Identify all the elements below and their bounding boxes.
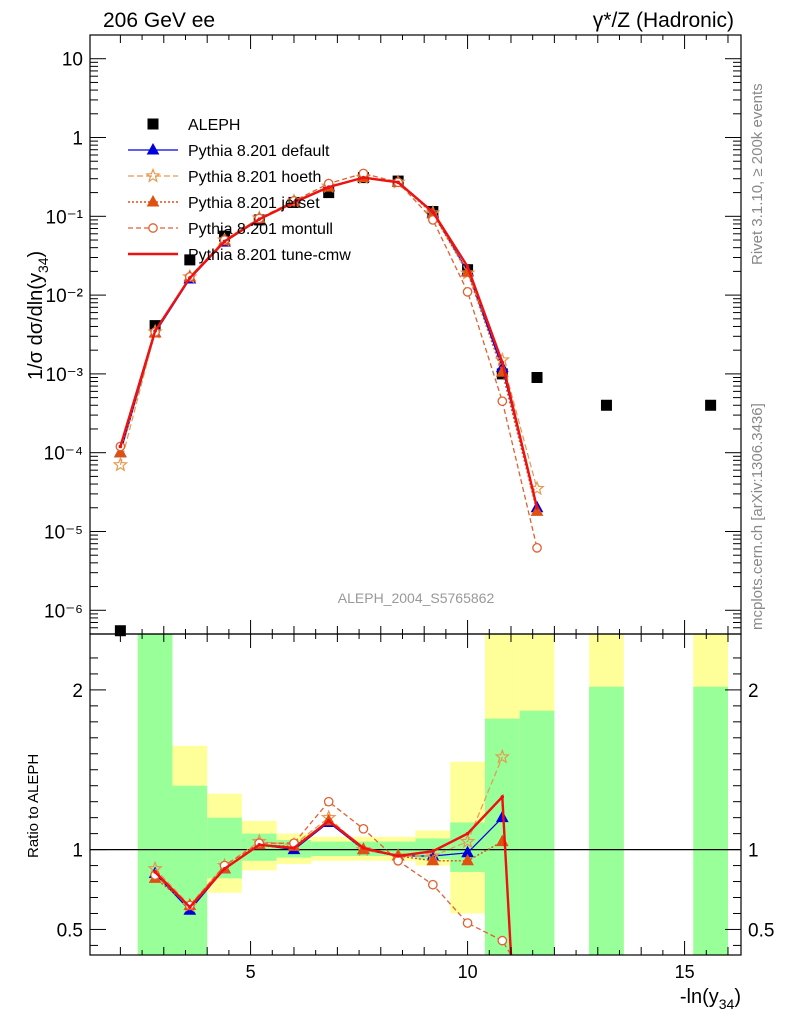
ratio-y-tick-label-right: 1 — [748, 841, 759, 862]
ratio-series-4-point-1 — [188, 905, 192, 909]
ratio-band-inner-5 — [311, 841, 347, 856]
main-series-5-point-8 — [396, 180, 400, 185]
main-series-5-point-11 — [500, 360, 505, 365]
main-series-5-point-10 — [465, 264, 470, 269]
main-y-tick-label: 1 — [72, 129, 83, 150]
ratio-y-tick-label-left: 0.5 — [57, 920, 83, 941]
ratio-y-tick-label-right: 2 — [748, 681, 759, 702]
main-series-3-point-0 — [114, 445, 127, 458]
main-series-5-point-3 — [222, 239, 227, 244]
main-series-0-point-12 — [531, 372, 543, 384]
main-series-5-point-4 — [257, 217, 262, 221]
main-series-0-point-2 — [184, 254, 196, 266]
main-series-4-point-11 — [497, 396, 508, 407]
legend-label-5: Pythia 8.201 tune-cmw — [188, 247, 351, 264]
main-y-axis-label-main: 1/σ dσ/dln(y — [25, 273, 47, 380]
side-text-rivet: Rivet 3.1.10, ≥ 200k events — [749, 83, 766, 265]
ratio-series-3-point-6 — [358, 823, 369, 834]
main-series-5-point-6 — [326, 185, 331, 189]
legend-label-2: Pythia 8.201 hoeth — [188, 169, 321, 186]
main-series-5-point-9 — [431, 210, 435, 214]
ratio-series-4-point-0 — [153, 870, 157, 874]
main-y-axis-label-sub: 34 — [35, 257, 51, 273]
ratio-series-4-point-8 — [431, 849, 435, 853]
x-tick-label: 10 — [458, 962, 478, 982]
main-series-4-point-10 — [462, 286, 473, 297]
main-series-5-point-0 — [118, 444, 123, 449]
legend-marker-3 — [146, 194, 160, 207]
legend-marker-4 — [148, 223, 158, 233]
legend-marker-2 — [145, 167, 161, 183]
main-series-0-point-6 — [323, 187, 335, 199]
legend-label-1: Pythia 8.201 default — [188, 143, 330, 160]
ratio-y-tick-label-right: 0.5 — [748, 920, 774, 941]
main-series-2-point-0 — [112, 456, 129, 472]
ratio-series-2-point-8 — [426, 853, 440, 866]
ratio-band-inner-12 — [589, 686, 624, 955]
ratio-series-4-point-10 — [500, 795, 505, 799]
ratio-frame — [89, 633, 742, 956]
legend-marker-0 — [147, 118, 159, 130]
legend-label-4: Pythia 8.201 montull — [188, 221, 333, 238]
ratio-series-4-point-6 — [361, 846, 366, 850]
main-series-5-point-1 — [153, 329, 157, 333]
ratio-series-4-point-5 — [326, 819, 331, 823]
side-text-mcplots: mcplots.cern.ch [arXiv:1306.3436] — [749, 403, 766, 630]
legend-label-3: Pythia 8.201 jetset — [188, 195, 320, 212]
ratio-series-4-point-4 — [292, 846, 296, 850]
ratio-band-inner-1 — [172, 785, 208, 955]
x-axis-label-sub: 34 — [719, 996, 735, 1012]
ratio-series-3-point-5 — [323, 796, 334, 807]
main-series-3-point-12 — [530, 504, 544, 516]
legend-marker-1 — [146, 142, 160, 155]
main-series-0-point-13 — [600, 399, 612, 411]
ratio-band-inner-13 — [693, 686, 728, 955]
main-y-tick-label: 10⁻² — [46, 286, 84, 307]
main-y-tick-label: 10⁻¹ — [46, 207, 84, 228]
ratio-series-2-point-9 — [461, 853, 474, 866]
main-y-tick-label: 10 — [62, 50, 83, 71]
main-y-tick-label: 10⁻⁴ — [44, 444, 83, 465]
x-axis-label: -ln(y34) — [680, 986, 741, 1012]
main-y-axis-label: 1/σ dσ/dln(y34) — [25, 251, 51, 380]
main-series-5-point-12 — [535, 505, 539, 510]
ratio-series-3-point-8 — [428, 879, 438, 890]
main-series-4-point-12 — [532, 542, 542, 553]
ratio-series-4-line — [154, 794, 513, 956]
x-axis-label-close: ) — [734, 986, 741, 1008]
x-tick-label: 5 — [246, 962, 256, 982]
main-series-5-point-7 — [361, 175, 366, 180]
ratio-series-3-point-9 — [462, 918, 473, 928]
ratio-band-inner-11 — [519, 710, 555, 955]
ratio-series-1-point-10 — [494, 748, 511, 764]
main-series-0-point-14 — [705, 399, 717, 411]
watermark: ALEPH_2004_S5765862 — [338, 590, 495, 606]
header-left: 206 GeV ee — [103, 9, 215, 32]
ratio-band-inner-0 — [137, 634, 173, 955]
ratio-series-3-point-7 — [393, 855, 403, 866]
ratio-series-3-line — [154, 800, 512, 956]
ratio-series-1-point-9 — [459, 833, 476, 849]
main-y-tick-label: 10⁻³ — [46, 365, 84, 386]
legend-label-0: ALEPH — [188, 117, 240, 134]
ratio-series-4-point-9 — [465, 831, 470, 836]
x-axis-label-main: -ln(y — [680, 986, 719, 1008]
ratio-y-tick-label-left: 2 — [72, 681, 83, 702]
ratio-series-3-point-10 — [497, 935, 508, 946]
ratio-y-tick-label-left: 1 — [72, 841, 83, 862]
main-y-axis-label-close: ) — [25, 251, 47, 258]
ratio-series-4-point-7 — [396, 854, 400, 858]
header-right: γ*/Z (Hadronic) — [593, 9, 734, 32]
ratio-series-4-point-2 — [222, 866, 227, 871]
main-y-tick-label: 10⁻⁶ — [44, 601, 83, 622]
x-tick-label: 15 — [675, 962, 695, 982]
main-y-tick-label: 10⁻⁵ — [44, 522, 83, 543]
ratio-y-axis-label: Ratio to ALEPH — [25, 754, 42, 858]
main-series-5-point-2 — [188, 276, 192, 280]
ratio-series-4-point-3 — [257, 843, 262, 847]
main-series-5-point-5 — [292, 200, 296, 205]
